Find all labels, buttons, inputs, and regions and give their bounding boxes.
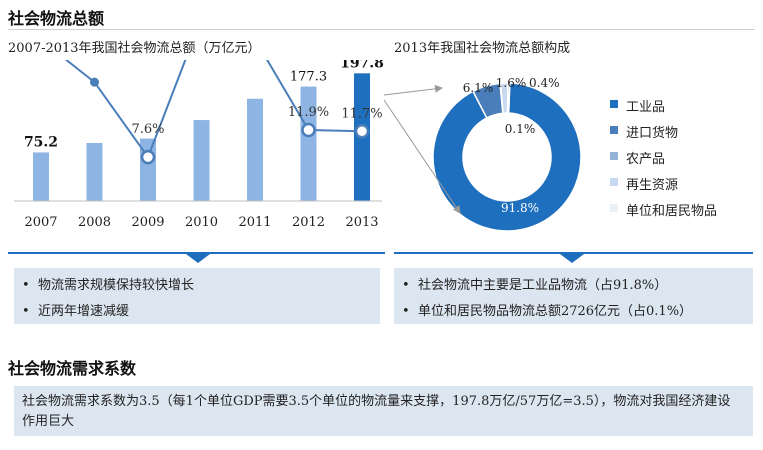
bar-2012 xyxy=(300,86,317,201)
growth-label-2012: 11.9% xyxy=(288,105,329,120)
bar-value-label-2007: 75.2 xyxy=(24,134,58,150)
legend-swatch-1 xyxy=(610,126,618,134)
x-tick-2010: 2010 xyxy=(185,215,218,230)
x-tick-2007: 2007 xyxy=(24,215,57,230)
left-bullet-2: • 近两年增速减缓 xyxy=(22,304,129,319)
legend-swatch-0 xyxy=(610,100,618,108)
growth-label-2009: 7.6% xyxy=(131,122,164,137)
legend-label-1: 进口货物 xyxy=(626,126,679,141)
left-bullet-box: • 物流需求规模保持较快增长 • 近两年增速减缓 xyxy=(14,268,380,324)
bar-value-label-2012: 177.3 xyxy=(290,70,327,85)
donut-legend: 工业品进口货物农产品再生资源单位和居民物品 xyxy=(610,96,760,226)
right-pointer xyxy=(560,254,584,263)
legend-swatch-3 xyxy=(610,178,618,186)
growth-marker-2009 xyxy=(140,149,156,165)
left-divider xyxy=(8,252,385,254)
legend-label-4: 单位和居民物品 xyxy=(626,204,718,219)
title-divider xyxy=(8,29,755,30)
bar-2008 xyxy=(86,142,103,201)
legend-label-3: 再生资源 xyxy=(626,178,679,193)
donut-chart: 91.8% 6.1% 0.4%1.6% 0.1% xyxy=(432,76,582,232)
left-pointer xyxy=(186,254,210,263)
donut-value-label-2: 0.4% xyxy=(529,76,560,90)
demand-note-text: 社会物流需求系数为3.5（每1个单位GDP需要3.5个单位的物流量来支撑，197… xyxy=(22,394,731,429)
bar-2011 xyxy=(247,98,263,201)
section-title-demand: 社会物流需求系数 xyxy=(8,359,137,378)
legend-swatch-2 xyxy=(610,152,618,160)
donut-slice-2 xyxy=(506,82,511,114)
growth-marker-2013 xyxy=(354,124,370,139)
legend-label-2: 农产品 xyxy=(626,152,666,167)
bar-2007 xyxy=(33,152,49,201)
x-tick-2011: 2011 xyxy=(238,215,271,230)
donut-value-label-1: 6.1% xyxy=(463,81,494,95)
x-tick-2013: 2013 xyxy=(345,215,378,230)
left-combo-chart: 2007 75.2 2008 2009 2010 2011 2012 177.3 2013 197… xyxy=(14,60,384,230)
growth-label-2013: 11.7% xyxy=(341,106,382,121)
legend-swatch-4 xyxy=(610,204,618,212)
x-tick-2009: 2009 xyxy=(131,215,164,230)
legend-label-0: 工业品 xyxy=(626,100,666,115)
right-chart-title: 2013年我国社会物流总额构成 xyxy=(394,41,571,56)
left-bullet-1: • 物流需求规模保持较快增长 xyxy=(22,278,194,293)
section-title-total: 社会物流总额 xyxy=(8,9,105,28)
x-tick-2008: 2008 xyxy=(78,215,111,230)
right-bullet-box: • 社会物流中主要是工业品物流（占91.8%） • 单位和居民物品物流总额272… xyxy=(394,268,753,324)
donut-value-label-0: 91.8% xyxy=(501,201,539,215)
left-chart-title: 2007-2013年我国社会物流总额（万亿元） xyxy=(8,41,261,56)
right-divider xyxy=(394,252,753,254)
donut-value-label-4: 0.1% xyxy=(505,122,536,136)
bar-2010 xyxy=(193,120,210,201)
growth-marker-2008 xyxy=(90,77,99,87)
growth-marker-2012 xyxy=(301,122,316,138)
bar-value-label-2013: 197.8 xyxy=(340,60,384,71)
donut-value-label-3: 1.6% xyxy=(496,76,527,90)
right-bullet-1: • 社会物流中主要是工业品物流（占91.8%） xyxy=(402,278,668,293)
right-bullet-2: • 单位和居民物品物流总额2726亿元（占0.1%） xyxy=(402,304,693,319)
x-tick-2012: 2012 xyxy=(292,215,325,230)
demand-note-box: 社会物流需求系数为3.5（每1个单位GDP需要3.5个单位的物流量来支撑，197… xyxy=(14,386,753,436)
